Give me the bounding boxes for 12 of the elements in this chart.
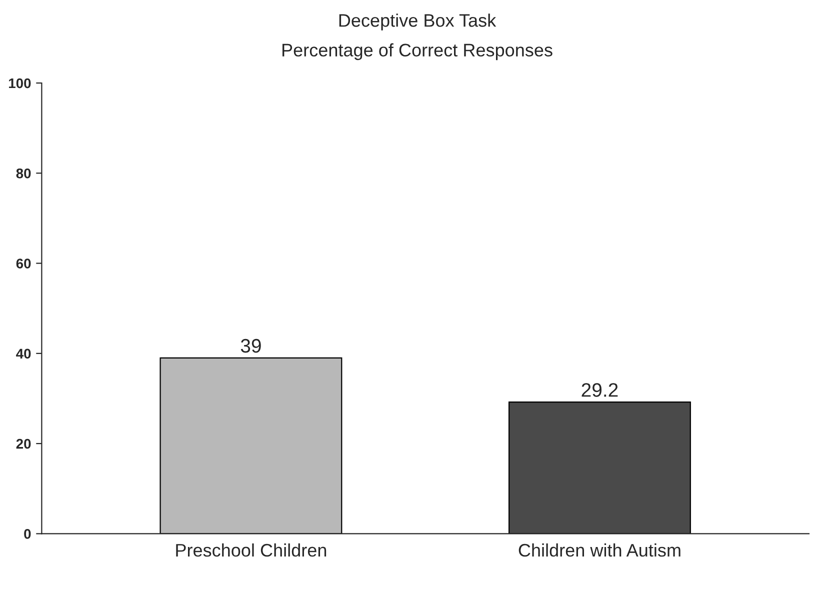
y-tick-label: 100 — [8, 78, 31, 88]
y-tick-label: 60 — [16, 258, 31, 268]
y-tick-label: 20 — [16, 438, 31, 449]
y-tick-label: 80 — [16, 168, 31, 178]
x-tick-label: Children with Autism — [518, 543, 680, 557]
y-tick-label: 40 — [16, 348, 31, 359]
y-tick-label: 0 — [24, 529, 31, 539]
chart-subtitle: Percentage of Correct Responses — [282, 43, 552, 60]
data-label: 29.2 — [582, 383, 618, 397]
x-tick-label: Preschool Children — [176, 543, 326, 557]
chart-title: Deceptive Box Task — [339, 14, 496, 30]
data-label: 39 — [240, 338, 261, 353]
